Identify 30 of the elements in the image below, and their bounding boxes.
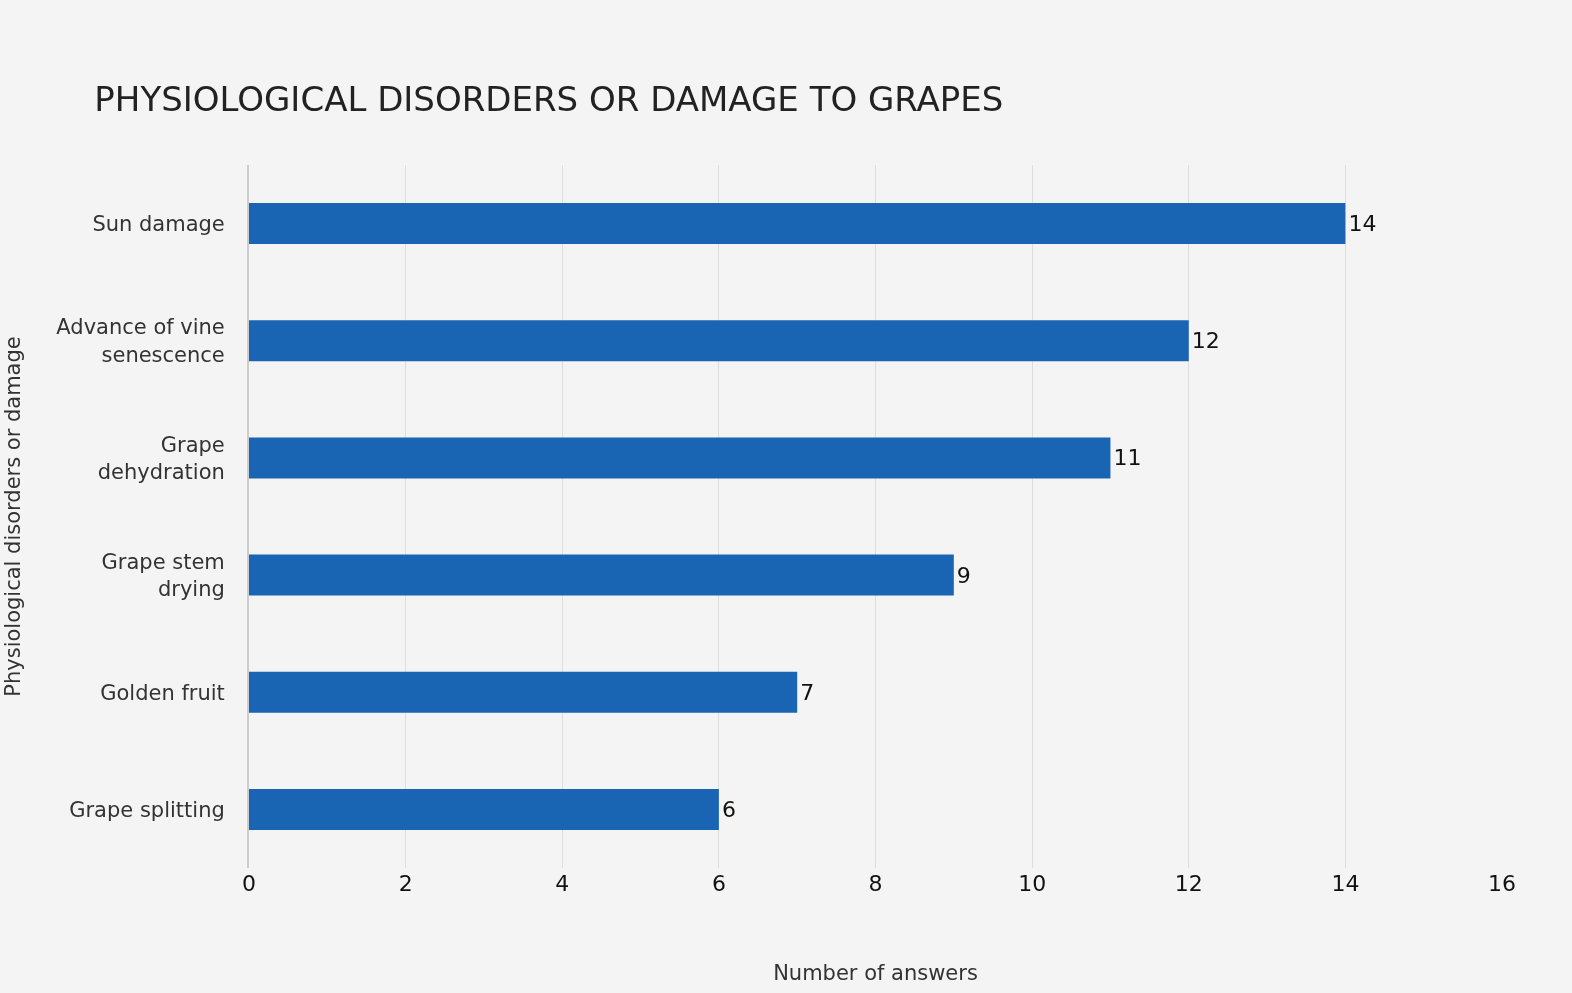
bar [249,437,1111,479]
y-axis-title: Physiological disorders or damage [0,336,25,697]
x-tick-label: 16 [1488,871,1516,896]
data-label: 7 [800,679,815,705]
y-tick-label: Grape dehydration [97,432,225,484]
bar [249,671,798,713]
x-axis-title: Number of answers [773,961,978,986]
y-tick-label: Golden fruit [100,680,225,705]
x-tick-label: 0 [242,871,256,896]
y-tick-label: Sun damage [92,211,225,236]
data-label: 14 [1348,211,1377,237]
chart-title: PHYSIOLOGICAL DISORDERS OR DAMAGE TO GRAPES [94,79,1004,120]
bar [249,788,719,830]
x-tick-label: 14 [1331,871,1360,896]
bar [249,554,954,596]
x-tick-label: 6 [711,871,726,896]
y-tick-label: Grape stem drying [101,549,225,602]
data-label: 11 [1113,445,1142,471]
data-label: 6 [721,796,736,822]
x-tick-label: 12 [1174,871,1203,896]
bar [249,320,1189,362]
x-tick-label: 2 [398,871,413,896]
bar [249,203,1346,245]
x-tick-label: 8 [868,871,883,896]
x-tick-label: 4 [555,871,570,896]
data-label: 12 [1191,328,1220,354]
data-label: 9 [956,562,971,588]
y-tick-label: Grape splitting [69,797,225,822]
y-tick-label: Advance of vine senescence [56,315,225,367]
x-tick-label: 10 [1018,871,1047,896]
